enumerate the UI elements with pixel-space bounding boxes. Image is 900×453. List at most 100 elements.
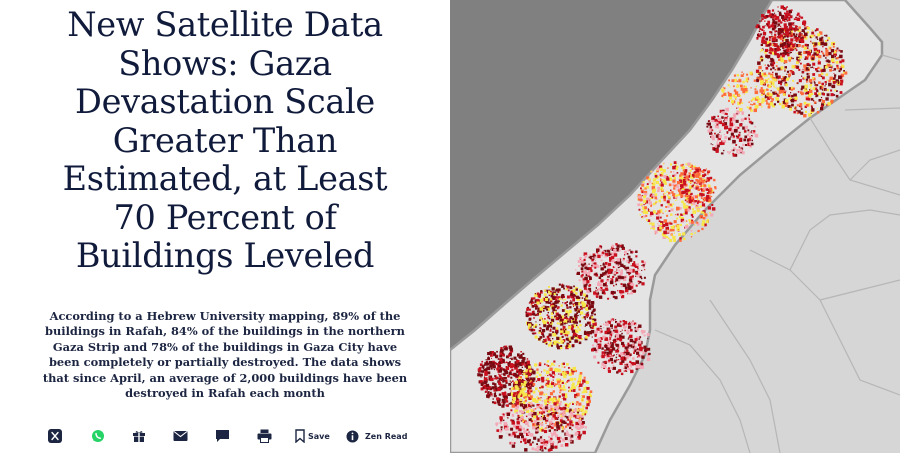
damage-map-graphic [450,0,900,453]
damage-point [506,404,509,407]
damage-point [695,186,699,190]
damage-point [840,50,843,53]
damage-point [642,211,646,214]
damage-point [834,74,837,77]
damage-point [771,15,775,19]
damage-point [632,349,635,352]
damage-point [571,325,574,328]
damage-point [744,135,747,138]
share-whatsapp-button[interactable] [91,426,105,446]
damage-point [754,125,756,128]
damage-point [633,261,636,263]
damage-point [741,111,745,115]
damage-point [715,134,719,138]
damage-point [774,50,777,54]
damage-point [690,196,694,200]
damage-point [578,341,582,345]
damage-point [556,411,559,414]
damage-point [611,342,614,345]
damage-point [597,291,599,293]
damage-point [498,393,502,396]
damage-point [658,166,661,169]
damage-point [736,135,740,139]
damage-point [643,190,648,195]
damage-point [787,56,792,61]
damage-point [602,364,607,368]
damage-point [541,412,544,415]
print-button[interactable] [257,426,272,446]
damage-point [672,203,675,206]
damage-point [516,421,520,425]
damage-point [593,322,597,326]
damage-point [526,410,528,413]
damage-point [583,262,587,266]
damage-point [565,408,569,413]
damage-point [765,54,769,59]
damage-point [532,433,534,435]
damage-point [603,283,607,287]
damage-point [620,356,624,361]
damage-point [601,354,605,359]
damage-point [486,387,489,390]
damage-point [611,361,614,364]
damage-point [611,259,615,263]
damage-point [814,82,816,84]
damage-point [748,131,751,134]
damage-point [529,395,533,399]
damage-point [626,351,630,356]
damage-point [675,200,676,201]
damage-point [707,206,712,210]
damage-point [580,335,582,337]
damage-point [513,442,516,444]
damage-point [581,391,584,394]
damage-point [612,293,614,296]
damage-point [731,121,733,124]
gift-article-button[interactable] [132,426,146,446]
share-x-button[interactable] [48,426,62,446]
damage-point [676,172,679,174]
damage-point [596,265,600,268]
damage-point [608,328,611,330]
damage-point [530,328,534,332]
damage-point [568,386,570,389]
damage-point [484,372,488,376]
damage-point [501,399,505,402]
map-roads [654,54,900,453]
share-email-button[interactable] [173,426,188,446]
headline-line: Devastation Scale [75,82,375,121]
damage-point [552,376,555,379]
save-button[interactable]: Save [295,426,330,446]
damage-point [508,364,512,367]
damage-point [765,99,768,102]
damage-point [564,314,566,316]
damage-point [507,417,509,419]
damage-point [691,165,693,167]
zen-read-button[interactable]: Zen Read [346,426,407,446]
damage-point [799,31,801,34]
damage-point [696,182,698,184]
damage-point [501,362,503,364]
damage-point [551,382,555,386]
damage-point [682,184,686,188]
damage-point [695,204,699,209]
comments-button[interactable] [215,426,230,446]
damage-point [547,337,551,341]
damage-point [757,100,760,103]
damage-point [608,346,610,348]
damage-point [484,377,487,380]
damage-point [605,332,608,334]
damage-point [629,340,631,342]
damage-point [833,77,836,80]
damage-point [551,424,555,427]
damage-point [796,104,799,107]
damage-point [548,373,551,376]
damage-point [817,66,820,70]
damage-point [580,307,583,310]
damage-point [758,98,761,101]
damage-point [658,220,661,223]
damage-point [821,36,824,39]
damage-point [705,181,707,183]
damage-point [756,78,759,82]
damage-point [691,219,694,222]
damage-point [719,131,721,133]
